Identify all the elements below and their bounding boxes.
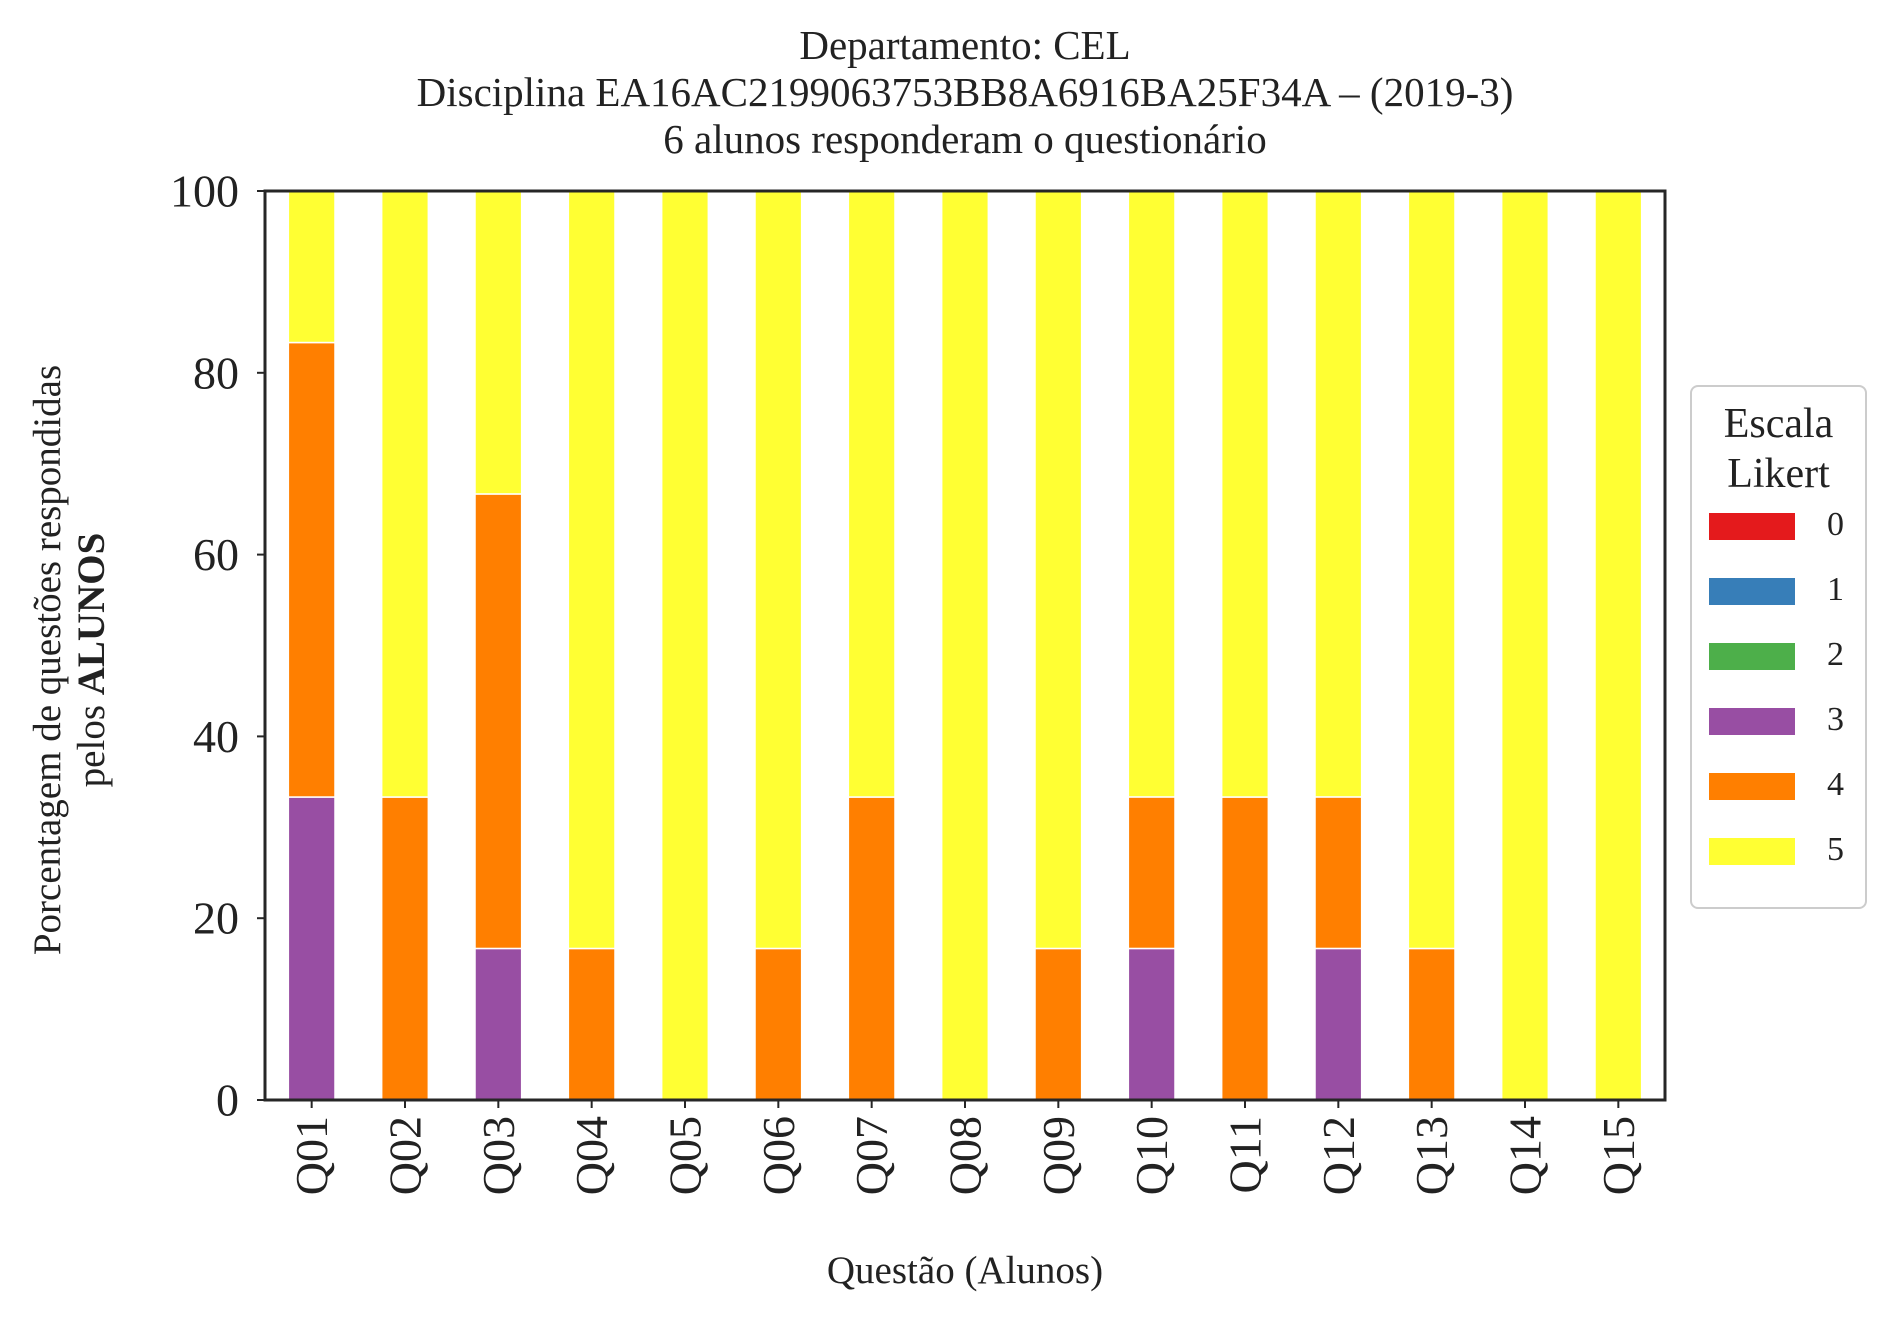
bar-segment-q07-level-4 — [847, 796, 896, 1101]
y-axis-title-line-2: pelos ALUNOS — [70, 365, 114, 955]
bar-segment-q09-level-4 — [1034, 947, 1083, 1101]
bar-segment-q02-level-5 — [380, 190, 430, 798]
x-tick-label-q14: Q14 — [1500, 1116, 1551, 1195]
x-tick-label-q12: Q12 — [1313, 1116, 1364, 1195]
bar-segment-q13-level-5 — [1407, 190, 1456, 950]
legend-title-line-2: Likert — [1727, 451, 1830, 497]
bar-segment-q13-level-4 — [1407, 947, 1456, 1101]
bar-segment-q04-level-4 — [567, 947, 616, 1101]
x-tick-label-q01: Q01 — [286, 1116, 337, 1195]
bar-segment-q01-level-3 — [287, 796, 336, 1101]
legend-title: Escala Likert — [1692, 399, 1865, 499]
bar-segment-q11-level-4 — [1220, 796, 1270, 1101]
bar-segment-q09-level-5 — [1034, 190, 1083, 950]
x-tick-label-q08: Q08 — [940, 1116, 991, 1195]
legend-label-2: 2 — [1827, 636, 1844, 673]
bar-segment-q10-level-5 — [1127, 190, 1176, 798]
bar-segment-q15-level-5 — [1594, 190, 1643, 1101]
bar-segment-q11-level-5 — [1220, 190, 1270, 798]
legend-label-5: 5 — [1827, 831, 1844, 868]
legend-item-0: 0 — [1692, 505, 1865, 545]
x-tick-label-q07: Q07 — [846, 1116, 897, 1195]
bar-segment-q12-level-5 — [1314, 190, 1363, 798]
legend-item-4: 4 — [1692, 765, 1865, 805]
bar-segment-q03-level-3 — [474, 947, 523, 1101]
y-tick-label-80: 80 — [193, 347, 239, 398]
y-axis-title-line-1: Porcentagem de questões respondidas — [26, 364, 69, 956]
x-tick-label-q03: Q03 — [473, 1116, 524, 1195]
bar-segment-q06-level-5 — [754, 190, 803, 950]
x-tick-label-q05: Q05 — [660, 1116, 711, 1195]
legend-swatch-1 — [1709, 578, 1795, 605]
legend-item-1: 1 — [1692, 570, 1865, 610]
bar-segment-q14-level-5 — [1500, 190, 1550, 1101]
bar-segment-q12-level-3 — [1314, 947, 1363, 1101]
chart-title-line-2: Disciplina EA16AC2199063753BB8A6916BA25F… — [416, 69, 1514, 115]
x-tick-label-q13: Q13 — [1406, 1116, 1457, 1195]
legend-item-2: 2 — [1692, 635, 1865, 675]
legend-swatch-5 — [1709, 838, 1795, 865]
legend-label-3: 3 — [1827, 701, 1844, 738]
bar-segment-q06-level-4 — [754, 947, 803, 1101]
y-axis-title-bold: ALUNOS — [70, 532, 113, 696]
bar-segment-q03-level-4 — [474, 493, 523, 950]
x-axis-title: Questão (Alunos) — [826, 1249, 1104, 1292]
chart-title: Departamento: CEL Disciplina EA16AC21990… — [265, 22, 1665, 163]
legend-label-0: 0 — [1827, 506, 1844, 543]
bar-segment-q04-level-5 — [567, 190, 616, 950]
bar-segment-q01-level-4 — [287, 341, 336, 798]
x-tick-label-q09: Q09 — [1033, 1116, 1084, 1195]
x-tick-label-q02: Q02 — [380, 1116, 431, 1195]
legend-item-3: 3 — [1692, 700, 1865, 740]
bar-segment-q07-level-5 — [847, 190, 896, 798]
y-tick-label-40: 40 — [193, 711, 239, 762]
bar-segment-q03-level-5 — [474, 190, 523, 495]
ticks-layer: Q01 Q02 Q03 Q04 Q05 Q06 Q07 Q08 Q09 Q10 Q11 Q12 Q13 Q… — [170, 166, 1644, 1196]
bar-segment-q12-level-4 — [1314, 796, 1363, 950]
y-tick-label-60: 60 — [193, 529, 239, 580]
plot-frame — [263, 189, 1667, 1102]
x-tick-label-q04: Q04 — [566, 1116, 617, 1195]
chart-title-line-1: Departamento: CEL — [799, 22, 1131, 68]
legend: Escala Likert 0 1 2 3 4 5 — [1690, 385, 1867, 909]
bar-segment-q02-level-4 — [380, 796, 430, 1101]
y-tick-label-20: 20 — [193, 893, 239, 944]
legend-title-line-1: Escala — [1723, 401, 1834, 447]
legend-item-5: 5 — [1692, 830, 1865, 870]
legend-swatch-4 — [1709, 773, 1795, 800]
x-tick-label-q10: Q10 — [1126, 1116, 1177, 1195]
legend-label-4: 4 — [1827, 766, 1844, 803]
chart-title-line-3: 6 alunos responderam o questionário — [663, 116, 1267, 162]
x-tick-label-q15: Q15 — [1593, 1116, 1644, 1195]
x-tick-label-q06: Q06 — [753, 1116, 804, 1195]
y-tick-label-0: 0 — [216, 1075, 239, 1126]
bar-segment-q05-level-5 — [660, 190, 710, 1101]
y-tick-label-100: 100 — [170, 166, 239, 217]
bar-segment-q08-level-5 — [940, 190, 990, 1101]
legend-swatch-2 — [1709, 643, 1795, 670]
legend-swatch-3 — [1709, 708, 1795, 735]
y-axis-title-prefix: pelos — [70, 695, 113, 788]
x-tick-label-q11: Q11 — [1220, 1116, 1271, 1194]
bar-segment-q10-level-3 — [1127, 947, 1176, 1101]
legend-swatch-0 — [1709, 513, 1795, 540]
bar-segment-q01-level-5 — [287, 190, 336, 344]
bar-segment-q10-level-4 — [1127, 796, 1176, 950]
bars-layer — [287, 190, 1643, 1101]
legend-label-1: 1 — [1827, 571, 1844, 608]
